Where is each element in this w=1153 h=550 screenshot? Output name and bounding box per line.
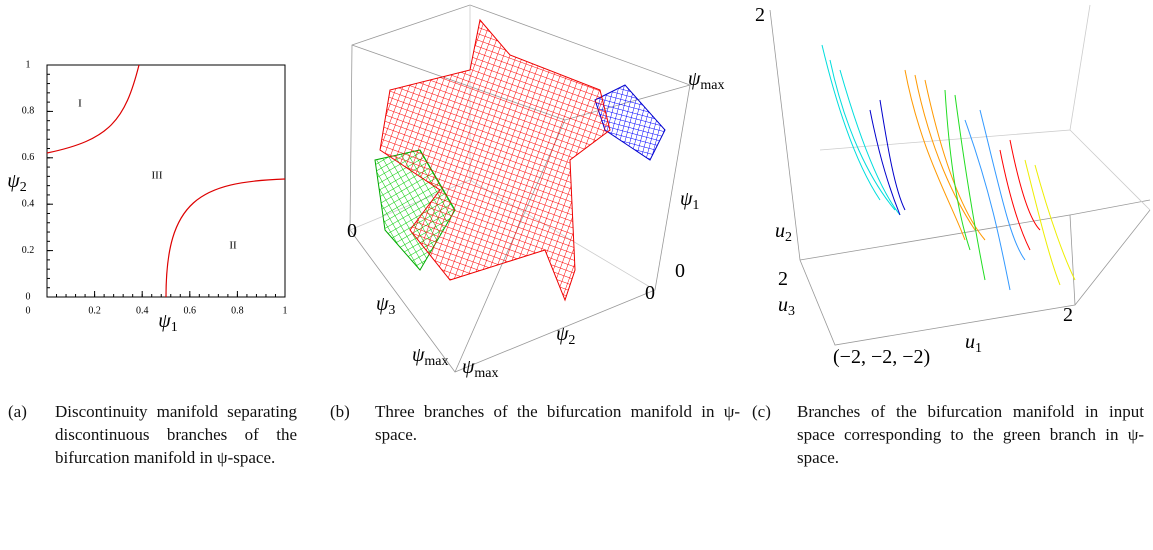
label: (−2, −2, −2) (833, 346, 930, 368)
label-base: ψ (376, 293, 389, 315)
label-base: ψ (462, 356, 475, 378)
label: 0.2 (22, 245, 35, 256)
label-base: u (965, 331, 975, 353)
curve (47, 65, 139, 153)
caption-tag: (a) (8, 400, 27, 423)
curve (166, 179, 285, 297)
label-sub: max (424, 354, 448, 369)
label: u1 (965, 331, 982, 357)
label: ψmax (412, 344, 449, 370)
label: 2 (1063, 304, 1073, 326)
plot-frame (47, 65, 285, 297)
label-base: 0 (347, 220, 357, 242)
label-base: 0 (675, 260, 685, 282)
label-base: 2 (1063, 304, 1073, 326)
label-sub: 1 (692, 198, 699, 213)
strands (822, 45, 1075, 290)
label: 0 (26, 291, 31, 302)
label: 1 (26, 59, 31, 70)
caption-tag: (c) (752, 400, 771, 423)
label-sub: 2 (20, 180, 27, 195)
label-base: ψ (158, 310, 171, 332)
label-sub: max (474, 366, 498, 381)
label: u3 (778, 294, 795, 320)
label: ψmax (462, 356, 499, 382)
label-base: ψ (7, 170, 20, 192)
cube (770, 5, 1150, 345)
label: ψmax (688, 68, 725, 94)
label-sub: 2 (785, 230, 792, 245)
caption-text: Discontinuity manifold separating discon… (55, 400, 297, 469)
label: 2 (778, 268, 788, 290)
label: III (152, 170, 163, 182)
label-base: ψ (688, 68, 701, 90)
label: 0 (347, 220, 357, 242)
label-sub: 1 (171, 320, 178, 335)
label: II (229, 240, 237, 252)
label-base: 2 (755, 4, 765, 26)
label: ψ2 (556, 323, 575, 349)
label-base: u (778, 294, 788, 316)
label: 0.8 (231, 305, 244, 316)
label-sub: 1 (975, 341, 982, 356)
label: ψ1 (158, 310, 177, 336)
label: ψ3 (376, 293, 395, 319)
label: u2 (775, 220, 792, 246)
caption-text: Branches of the bifurcation manifold in … (797, 400, 1144, 469)
label-base: ψ (680, 188, 693, 210)
label-base: ψ (556, 323, 569, 345)
label: 0 (645, 282, 655, 304)
label: 2 (755, 4, 765, 26)
label: 0.4 (22, 198, 35, 209)
label: 0 (26, 305, 31, 316)
label: 0.6 (22, 152, 35, 163)
label: ψ1 (680, 188, 699, 214)
label: 0.2 (88, 305, 101, 316)
label-sub: 3 (388, 303, 395, 318)
label-base: 0 (645, 282, 655, 304)
label: I (78, 98, 82, 110)
label: 0.8 (22, 106, 35, 117)
page: 10.80.60.40.2000.20.40.60.81ψ1ψ2IIIIII ψ… (0, 0, 1153, 550)
caption-tag: (b) (330, 400, 350, 423)
label: ψ2 (7, 170, 26, 196)
label-base: u (775, 220, 785, 242)
label: 0.4 (136, 305, 149, 316)
label-sub: 3 (788, 304, 795, 319)
label-base: ψ (412, 344, 425, 366)
label-sub: 2 (568, 333, 575, 348)
label: 0.6 (184, 305, 197, 316)
label: 1 (283, 305, 288, 316)
label: 0 (675, 260, 685, 282)
label-base: (−2, −2, −2) (833, 346, 930, 368)
label-sub: max (700, 78, 724, 93)
label-base: 2 (778, 268, 788, 290)
caption-text: Three branches of the bifurcation manifo… (375, 400, 740, 446)
